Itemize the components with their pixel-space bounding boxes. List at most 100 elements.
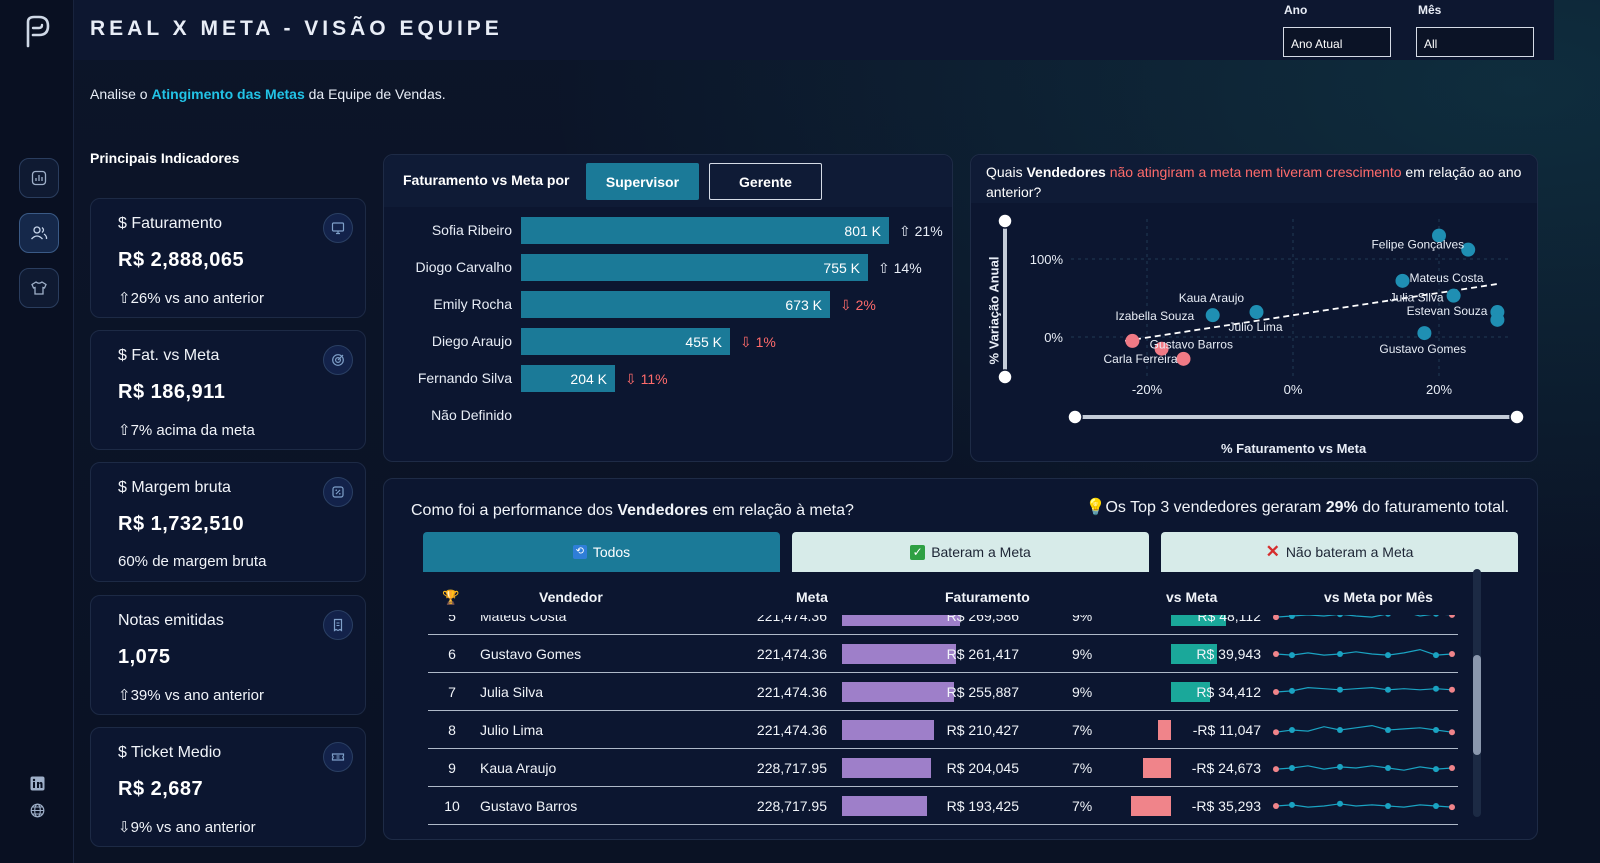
scatter-point[interactable]	[1446, 288, 1461, 303]
row-divider	[428, 634, 1458, 635]
bar-delta: ⇩ 11%	[625, 371, 668, 387]
kpi-card-ticket-medio: $ Ticket Medio R$ 2,687 ⇩9% vs ano anter…	[90, 727, 366, 847]
x-range-slider-handle[interactable]	[1509, 409, 1525, 425]
vs-meta-bar	[1171, 682, 1210, 702]
scatter-chart: 100% 0% -20% 0% 20% Felipe Gonçalves Mateus Co…	[997, 213, 1525, 425]
sparkline-point	[1449, 729, 1455, 736]
gerente-button[interactable]: Gerente	[709, 163, 822, 200]
sparkline-point	[1289, 765, 1295, 771]
meta-cell: 228,717.95	[756, 760, 827, 776]
scatter-point[interactable]	[1125, 333, 1140, 348]
sparkline-point	[1385, 652, 1391, 659]
meta-cell: 221,474.36	[756, 646, 827, 662]
tab-nao-bateram-meta[interactable]: ✕ Não bateram a Meta	[1161, 532, 1518, 572]
sparkline-point	[1433, 652, 1439, 659]
bar-label: Diego Araujo	[431, 333, 512, 349]
scatter-point[interactable]	[1249, 305, 1264, 320]
col-faturamento[interactable]: Faturamento	[945, 589, 1030, 605]
bar-value: 755 K	[823, 260, 860, 276]
sparkline-point	[1337, 763, 1343, 770]
bar-delta: ⇩ 2%	[840, 297, 876, 313]
scatter-point[interactable]	[1417, 326, 1432, 341]
scatter-point[interactable]	[1461, 242, 1476, 257]
scatter-point[interactable]	[1432, 228, 1446, 243]
col-vs-meta[interactable]: vs Meta	[1166, 589, 1218, 605]
point-label: Gustavo Barros	[1150, 338, 1233, 352]
sparkline-point	[1433, 727, 1439, 733]
rank-cell: 8	[448, 722, 456, 738]
pct-cell: 9%	[1072, 684, 1093, 700]
bar-delta: ⇩ 1%	[740, 334, 776, 350]
trend-line	[1124, 283, 1498, 342]
scatter-point[interactable]	[1176, 351, 1191, 366]
vs-meta-cell: R$ 48,112	[1197, 615, 1261, 624]
linkedin-icon[interactable]	[30, 776, 45, 791]
tab-todos[interactable]: ⟲ Todos	[423, 532, 780, 572]
y-tick-label: 0%	[1044, 330, 1063, 345]
scatter-point[interactable]	[1205, 308, 1220, 323]
table-row[interactable]: 10 Gustavo Barros 228,717.95 R$ 193,425 7% -R…	[384, 787, 1494, 825]
sparkline-point	[1337, 800, 1343, 807]
table-row[interactable]: 7 Julia Silva 221,474.36 R$ 255,887 9% R$ 34,…	[384, 673, 1494, 711]
sparkline-point	[1337, 651, 1343, 657]
sidebar-item-dashboard[interactable]	[19, 158, 59, 198]
table-scrollbar-track[interactable]	[1473, 569, 1481, 817]
bar[interactable]: 673 K	[521, 291, 830, 318]
x-range-slider-handle[interactable]	[1067, 409, 1083, 425]
table-scrollbar-thumb[interactable]	[1473, 655, 1481, 755]
sparkline-point	[1337, 686, 1343, 693]
table-row[interactable]: 8 Julio Lima 221,474.36 R$ 210,427 7% -R$ 11,…	[384, 711, 1494, 749]
kpi-subtitle: ⇧39% vs ano anterior	[118, 687, 264, 704]
vs-meta-cell: R$ 34,412	[1196, 684, 1261, 700]
faturamento-bar	[842, 758, 931, 778]
sparkline-chart	[1273, 685, 1455, 695]
sidebar-item-team[interactable]	[19, 213, 59, 253]
kpi-subtitle: ⇧26% vs ano anterior	[118, 290, 264, 307]
bar[interactable]: 755 K	[521, 254, 868, 281]
page-title: REAL X META - VISÃO EQUIPE	[90, 17, 503, 40]
table-row[interactable]: 6 Gustavo Gomes 221,474.36 R$ 261,417 9% R$ 3…	[384, 635, 1494, 673]
trophy-icon: 🏆	[442, 589, 460, 605]
performance-table-panel: Como foi a performance dos Vendedores em…	[383, 478, 1538, 840]
panel-header	[971, 155, 1537, 203]
sparkline-point	[1385, 803, 1391, 809]
filter-month-select[interactable]: All	[1416, 27, 1534, 57]
bar-value: 455 K	[685, 334, 722, 350]
supervisor-button[interactable]: Supervisor	[586, 163, 699, 200]
col-vendedor[interactable]: Vendedor	[539, 589, 603, 605]
bar-value: 673 K	[785, 297, 822, 313]
sparkline-point	[1273, 651, 1279, 657]
y-range-slider-handle[interactable]	[997, 369, 1013, 385]
vs-meta-cell: R$ 39,943	[1196, 646, 1261, 662]
bar[interactable]: 801 K	[521, 217, 889, 244]
col-vs-meta-mes[interactable]: vs Meta por Mês	[1324, 589, 1433, 605]
filter-year-select[interactable]: Ano Atual	[1283, 27, 1391, 57]
col-meta[interactable]: Meta	[796, 589, 828, 605]
bar-value: 801 K	[844, 223, 881, 239]
scatter-point[interactable]	[1490, 312, 1505, 327]
sidebar	[0, 0, 74, 863]
kpi-value: R$ 2,888,065	[118, 249, 245, 271]
bar-label: Diogo Carvalho	[415, 259, 513, 275]
sidebar-item-products[interactable]	[19, 268, 59, 308]
bar[interactable]: 204 K	[521, 365, 615, 392]
scatter-question: Quais Vendedores não atingiram a meta ne…	[986, 164, 1522, 200]
point-label: Izabella Souza	[1115, 309, 1194, 323]
sparkline	[1275, 765, 1453, 771]
table-row[interactable]: 5 Mateus Costa 221,474.36 R$ 269,586 9% R$ 48…	[384, 615, 1494, 635]
bar-value: 204 K	[570, 371, 607, 387]
rank-cell: 5	[448, 615, 456, 624]
tab-bateram-meta[interactable]: ✓ Bateram a Meta	[792, 532, 1149, 572]
scatter-point[interactable]	[1154, 341, 1169, 356]
bar[interactable]: 455 K	[521, 328, 730, 355]
globe-icon[interactable]	[30, 803, 45, 818]
table-row[interactable]: 9 Kaua Araujo 228,717.95 R$ 204,045 7% -R$ 24…	[384, 749, 1494, 787]
scatter-point[interactable]	[1395, 273, 1410, 288]
faturamento-bar	[842, 615, 960, 626]
pct-cell: 7%	[1072, 722, 1093, 738]
y-range-slider-handle[interactable]	[997, 213, 1013, 229]
vs-meta-bar	[1131, 796, 1171, 816]
vs-meta-cell: -R$ 35,293	[1191, 798, 1261, 814]
vendedor-cell: Julio Lima	[480, 722, 544, 738]
kpi-value: 1,075	[118, 646, 171, 668]
